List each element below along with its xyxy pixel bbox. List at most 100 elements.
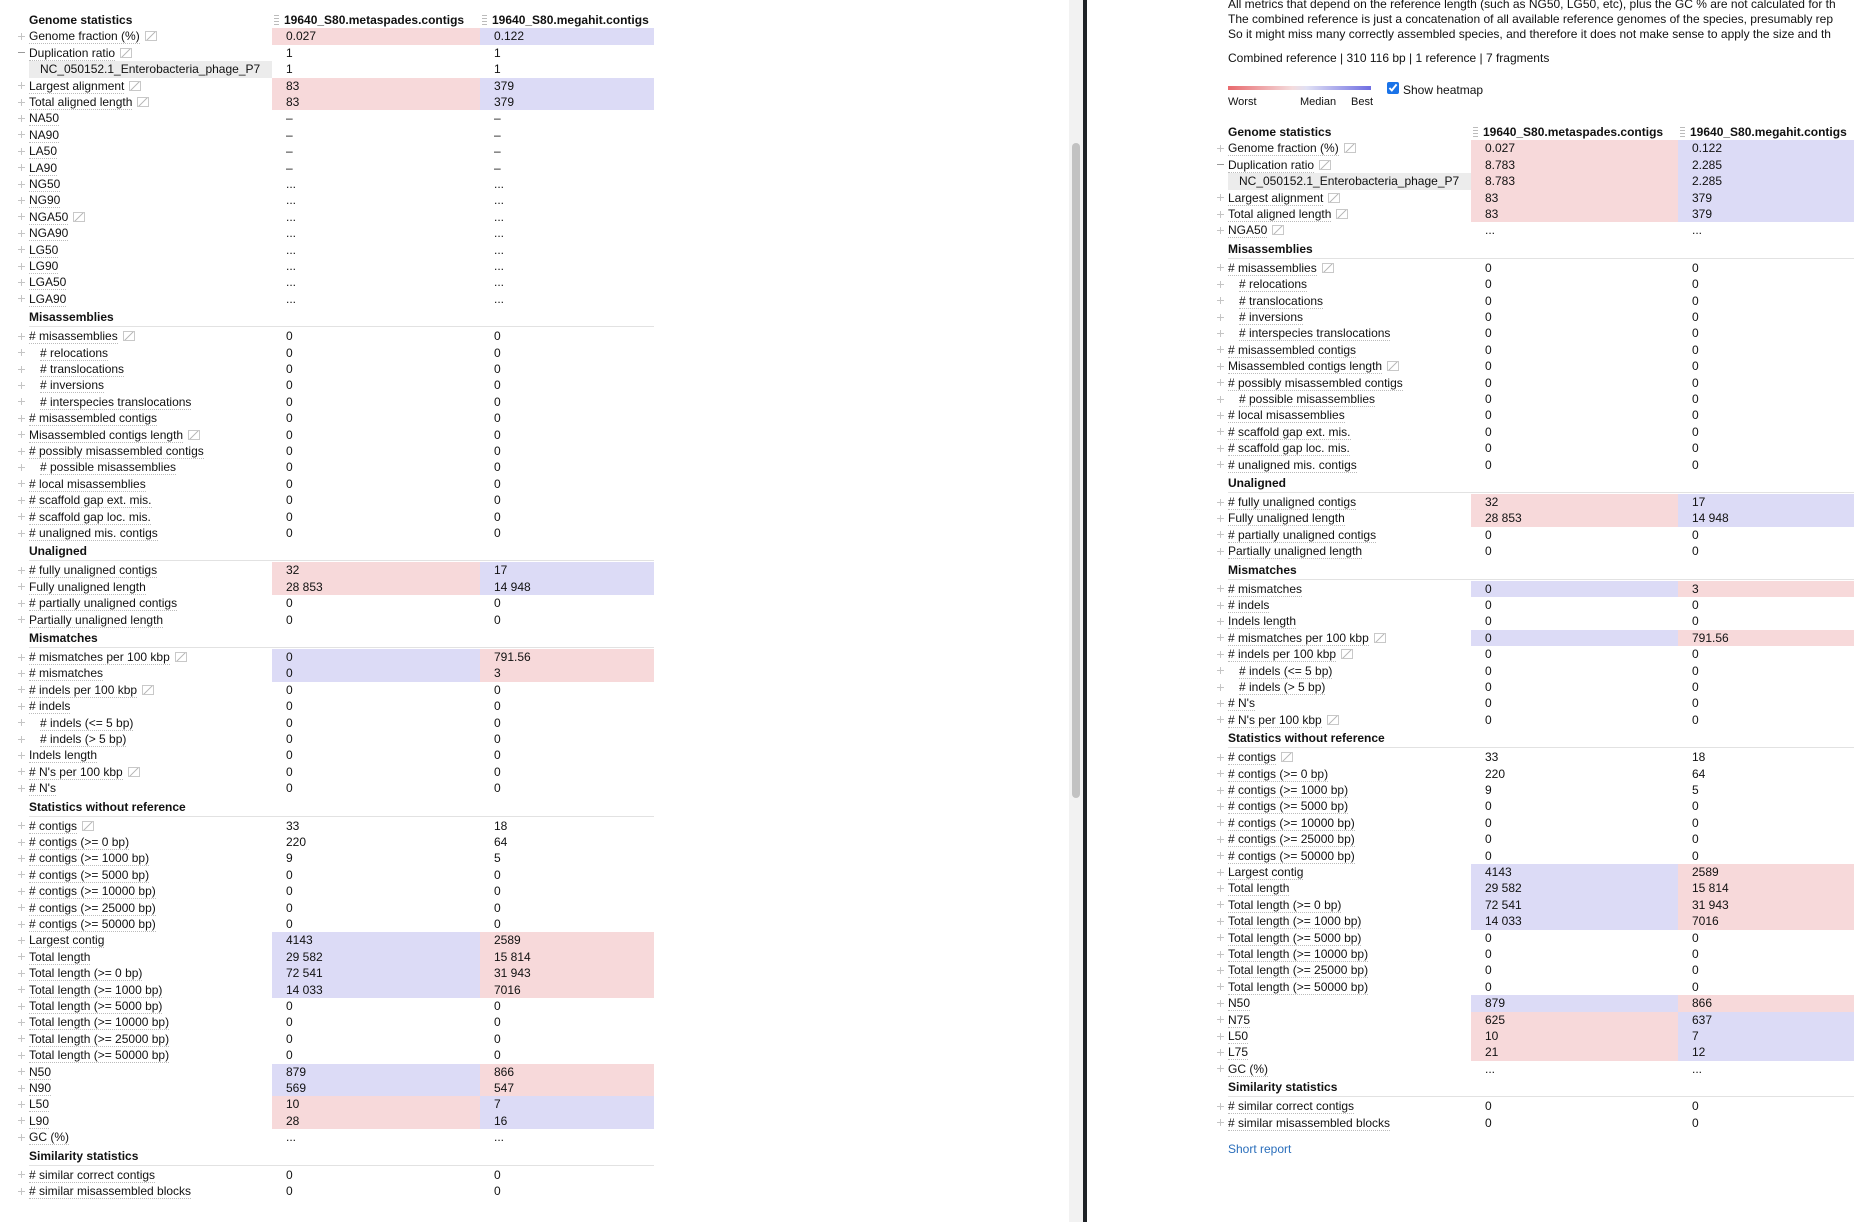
expand-toggle[interactable] [1216,851,1224,860]
plot-icon[interactable] [129,80,142,91]
expand-toggle[interactable] [1216,296,1224,305]
expand-toggle[interactable] [17,229,25,238]
expand-toggle[interactable] [1216,818,1224,827]
expand-toggle[interactable] [17,669,25,678]
expand-toggle[interactable] [1216,617,1224,626]
column-grip[interactable] [1473,127,1478,137]
plot-icon[interactable] [1326,714,1339,725]
expand-toggle[interactable] [1216,460,1224,469]
expand-toggle[interactable] [1216,601,1224,609]
expand-toggle[interactable] [1216,633,1224,642]
expand-toggle[interactable] [17,952,25,961]
expand-toggle[interactable] [17,599,25,608]
plot-icon[interactable] [120,47,133,58]
expand-toggle[interactable] [17,447,25,455]
expand-toggle[interactable] [17,397,25,406]
expand-toggle[interactable] [1216,650,1224,659]
expand-toggle[interactable] [1216,868,1224,876]
expand-toggle[interactable] [1216,999,1224,1008]
expand-toggle[interactable] [17,1100,25,1109]
expand-toggle[interactable] [17,870,25,879]
expand-toggle[interactable] [17,936,25,945]
plot-icon[interactable] [144,31,157,42]
column-grip[interactable] [482,15,487,25]
expand-toggle[interactable] [1216,753,1224,762]
plot-icon[interactable] [1319,159,1332,170]
plot-icon[interactable] [1281,752,1294,763]
expand-toggle[interactable] [1216,193,1224,202]
plot-icon[interactable] [82,820,95,831]
expand-toggle[interactable] [17,479,25,488]
expand-toggle[interactable] [1216,584,1224,593]
plot-icon[interactable] [1336,209,1349,219]
collapse-toggle[interactable] [1216,160,1224,169]
expand-toggle[interactable] [1216,144,1224,153]
expand-toggle[interactable] [17,751,25,760]
expand-toggle[interactable] [17,196,25,205]
column-grip[interactable] [1680,127,1685,137]
expand-toggle[interactable] [17,212,25,221]
expand-toggle[interactable] [17,985,25,994]
expand-toggle[interactable] [17,496,25,505]
plot-icon[interactable] [1272,225,1285,236]
plot-icon[interactable] [188,429,201,440]
expand-toggle[interactable] [17,332,25,341]
plot-icon[interactable] [73,211,86,222]
expand-toggle[interactable] [1216,530,1224,539]
expand-toggle[interactable] [1216,1102,1224,1111]
expand-toggle[interactable] [1216,498,1224,506]
plot-icon[interactable] [127,766,140,777]
expand-toggle[interactable] [17,163,25,172]
expand-toggle[interactable] [1216,345,1224,354]
plot-icon[interactable] [1387,361,1400,372]
expand-toggle[interactable] [17,262,25,270]
expand-toggle[interactable] [17,180,25,188]
expand-toggle[interactable] [1216,683,1224,691]
expand-toggle[interactable] [17,854,25,863]
plot-icon[interactable] [137,97,150,107]
expand-toggle[interactable] [17,615,25,624]
expand-toggle[interactable] [17,348,25,357]
expand-toggle[interactable] [1216,427,1224,436]
expand-toggle[interactable] [1216,226,1224,235]
column-grip[interactable] [274,15,279,25]
expand-toggle[interactable] [1216,1032,1224,1040]
expand-toggle[interactable] [17,1170,25,1179]
expand-toggle[interactable] [1216,966,1224,975]
expand-toggle[interactable] [17,920,25,928]
expand-toggle[interactable] [17,566,25,575]
expand-toggle[interactable] [1216,378,1224,387]
expand-toggle[interactable] [1216,280,1224,289]
heatmap-checkbox[interactable] [1387,82,1399,94]
expand-toggle[interactable] [1216,835,1224,844]
expand-toggle[interactable] [1216,1015,1224,1024]
column-header[interactable]: 19640_S80.metaspades.contigs [1483,125,1664,139]
expand-toggle[interactable] [17,32,25,41]
expand-toggle[interactable] [17,114,25,123]
expand-toggle[interactable] [17,147,25,156]
expand-toggle[interactable] [17,245,25,254]
expand-toggle[interactable] [17,735,25,743]
expand-toggle[interactable] [17,1051,25,1060]
expand-toggle[interactable] [17,430,25,439]
expand-toggle[interactable] [17,1002,25,1010]
expand-toggle[interactable] [17,1116,25,1125]
expand-toggle[interactable] [17,381,25,390]
plot-icon[interactable] [122,331,135,342]
column-header[interactable]: 19640_S80.metaspades.contigs [284,13,465,27]
expand-toggle[interactable] [17,365,25,373]
expand-toggle[interactable] [1216,917,1224,926]
expand-toggle[interactable] [17,718,25,727]
short-report-link[interactable]: Short report [1228,1142,1292,1156]
expand-toggle[interactable] [17,903,25,912]
expand-toggle[interactable] [17,702,25,711]
expand-toggle[interactable] [17,1084,25,1092]
plot-icon[interactable] [1328,192,1341,203]
expand-toggle[interactable] [1216,1048,1224,1057]
expand-toggle[interactable] [17,767,25,776]
expand-toggle[interactable] [17,784,25,793]
expand-toggle[interactable] [1216,802,1224,811]
expand-toggle[interactable] [17,529,25,537]
expand-toggle[interactable] [1216,329,1224,338]
expand-toggle[interactable] [1216,982,1224,991]
